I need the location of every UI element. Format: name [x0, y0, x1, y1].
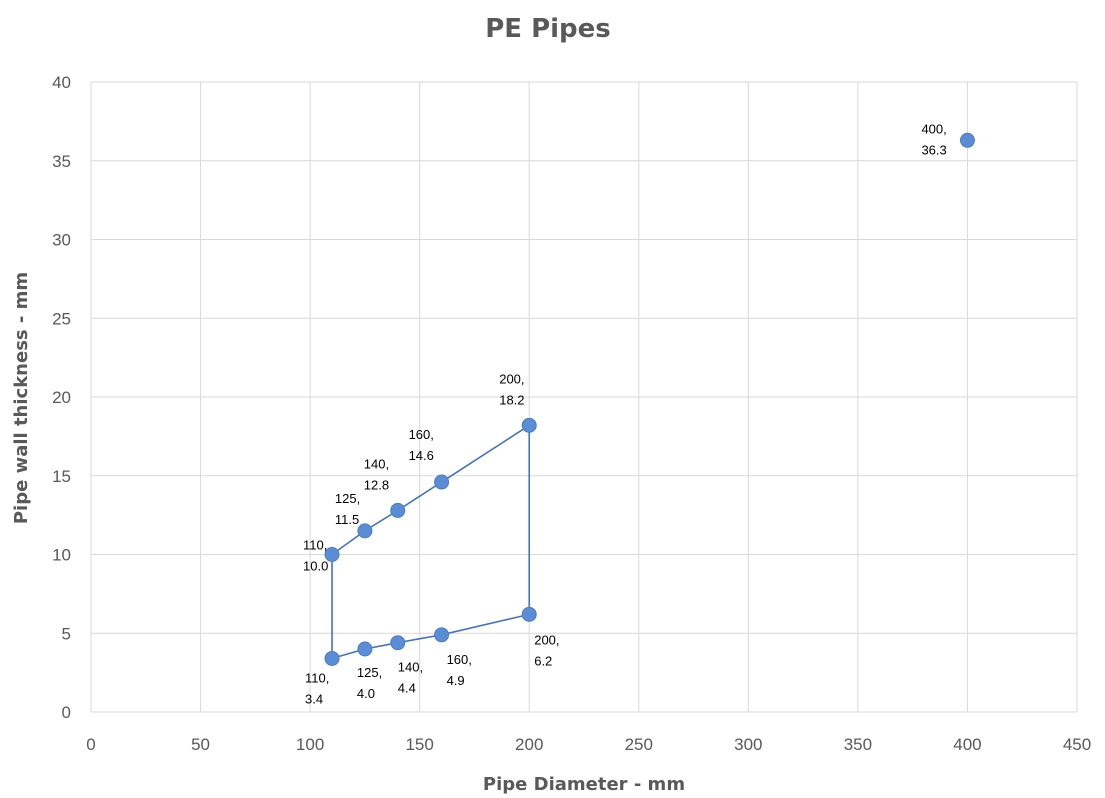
x-axis-title: Pipe Diameter - mm	[483, 774, 685, 795]
data-point-label: 140, 12.8	[364, 456, 389, 492]
data-point-label: 125, 11.5	[335, 491, 360, 527]
x-tick-label: 450	[1063, 735, 1091, 754]
data-point-marker	[434, 627, 450, 643]
data-point-marker	[357, 641, 373, 657]
data-point-marker	[324, 650, 340, 666]
data-label-line: 140,	[398, 660, 423, 675]
data-label-line: 140,	[364, 456, 389, 471]
data-label-line: 4.4	[398, 681, 416, 696]
data-point-label: 160, 14.6	[409, 427, 434, 463]
data-point-marker	[390, 635, 406, 651]
data-point-label: 400, 36.3	[921, 121, 946, 157]
data-point-label: 140, 4.4	[398, 660, 423, 696]
y-tick-label: 30	[52, 231, 71, 250]
y-tick-label: 15	[52, 467, 71, 486]
data-label-line: 14.6	[409, 448, 434, 463]
x-tick-label: 150	[405, 735, 433, 754]
x-tick-label: 400	[953, 735, 981, 754]
y-tick-label: 0	[62, 703, 71, 722]
data-label-line: 160,	[447, 652, 472, 667]
x-tick-label: 200	[515, 735, 543, 754]
y-axis-ticks: 0 5 10 15 20 25 30 35 40	[52, 73, 71, 722]
x-tick-label: 300	[734, 735, 762, 754]
data-label-line: 200,	[499, 371, 524, 386]
data-label-line: 10.0	[303, 559, 328, 574]
data-label-line: 200,	[534, 632, 559, 647]
data-label-line: 110,	[305, 670, 329, 685]
y-tick-label: 35	[52, 152, 71, 171]
x-tick-label: 350	[844, 735, 872, 754]
data-label-line: 125,	[335, 491, 360, 506]
data-label-line: 11.5	[335, 512, 359, 527]
data-markers	[324, 132, 975, 666]
y-tick-label: 10	[52, 546, 71, 565]
data-point-label: 160, 4.9	[447, 652, 472, 688]
data-label-line: 36.3	[921, 142, 946, 157]
data-point-marker	[434, 474, 450, 490]
data-point-label: 110, 10.0	[303, 538, 328, 574]
data-label-line: 110,	[303, 538, 327, 553]
data-point-marker	[324, 547, 340, 562]
y-tick-label: 40	[52, 73, 71, 92]
data-label-line: 3.4	[305, 691, 323, 706]
data-point-label: 200, 18.2	[499, 371, 524, 407]
data-label-line: 125,	[357, 665, 382, 680]
y-tick-label: 25	[52, 309, 71, 328]
y-tick-label: 5	[62, 624, 71, 643]
y-tick-label: 20	[52, 388, 71, 407]
data-label-line: 160,	[409, 427, 434, 442]
data-point-label: 125, 4.0	[357, 665, 382, 701]
grid-lines	[90, 81, 1078, 713]
x-tick-label: 100	[296, 735, 324, 754]
data-point-marker	[521, 417, 537, 433]
data-label-line: 400,	[921, 121, 946, 136]
data-point-marker	[390, 502, 406, 518]
x-tick-label: 50	[191, 735, 210, 754]
data-point-marker	[521, 606, 537, 622]
x-axis-ticks: 0 50 100 150 200 250 300 350 400 450	[86, 735, 1091, 754]
data-label-line: 4.9	[447, 673, 465, 688]
data-point-label: 200, 6.2	[534, 632, 559, 668]
data-label-line: 6.2	[534, 653, 552, 668]
data-point-marker	[357, 523, 373, 539]
x-tick-label: 250	[625, 735, 653, 754]
data-label-line: 18.2	[499, 392, 524, 407]
data-label-line: 12.8	[364, 477, 389, 492]
x-tick-label: 0	[86, 735, 95, 754]
y-axis-title: Pipe wall thickness - mm	[11, 272, 32, 524]
data-label-line: 4.0	[357, 686, 375, 701]
data-labels: 110, 10.0 125, 11.5 140, 12.8 160, 14.6 200, 18.2…	[303, 121, 947, 706]
data-point-label: 110, 3.4	[305, 670, 329, 706]
data-point-marker	[959, 132, 975, 148]
chart-title: PE Pipes	[485, 14, 611, 44]
